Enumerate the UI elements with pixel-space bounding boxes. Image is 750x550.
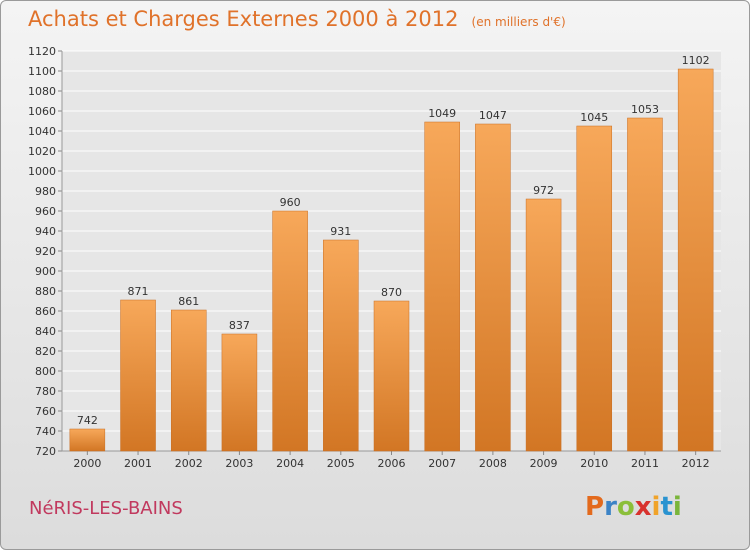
bar-value-label: 871: [128, 285, 149, 298]
bar-2012: [677, 68, 714, 452]
y-tick-label: 1020: [28, 145, 56, 158]
bar-2004: [272, 210, 308, 452]
bar-2010: [576, 125, 613, 452]
x-tick-label: 2005: [327, 457, 355, 470]
bar-2003: [221, 333, 258, 452]
y-tick-label: 820: [35, 345, 56, 358]
x-tick-label: 2007: [428, 457, 456, 470]
y-tick-label: 1100: [28, 65, 56, 78]
y-tick-label: 920: [35, 245, 56, 258]
y-tick-label: 960: [35, 205, 56, 218]
title-row: Achats et Charges Externes 2000 à 2012 (…: [28, 7, 566, 31]
commune-name: NéRIS-LES-BAINS: [29, 498, 183, 519]
x-tick-label: 2009: [530, 457, 558, 470]
y-tick-label: 740: [35, 425, 56, 438]
y-tick-label: 980: [35, 185, 56, 198]
bar-value-label: 742: [77, 414, 98, 427]
y-tick-label: 860: [35, 305, 56, 318]
bar-value-label: 861: [178, 295, 199, 308]
y-tick-label: 900: [35, 265, 56, 278]
bar-value-label: 931: [330, 225, 351, 238]
bar-2005: [323, 239, 359, 452]
bar-value-label: 1047: [479, 109, 507, 122]
y-tick-label: 720: [35, 445, 56, 458]
x-tick-label: 2004: [276, 457, 304, 470]
bar-2008: [475, 123, 511, 452]
bar-2011: [627, 117, 663, 452]
y-tick-label: 1060: [28, 105, 56, 118]
x-tick-label: 2002: [175, 457, 203, 470]
bar-2000: [69, 428, 106, 452]
x-tick-label: 2011: [631, 457, 659, 470]
x-tick-label: 2000: [73, 457, 101, 470]
bar-2009: [525, 198, 562, 452]
x-tick-label: 2010: [580, 457, 608, 470]
y-tick-label: 800: [35, 365, 56, 378]
x-tick-label: 2008: [479, 457, 507, 470]
bar-value-label: 1102: [682, 54, 710, 67]
bar-value-label: 837: [229, 319, 250, 332]
y-tick-label: 940: [35, 225, 56, 238]
bar-value-label: 1045: [580, 111, 608, 124]
proxiti-logo: Proxiti: [585, 492, 682, 522]
y-tick-label: 1000: [28, 165, 56, 178]
y-tick-label: 840: [35, 325, 56, 338]
x-tick-label: 2012: [682, 457, 710, 470]
bar-value-label: 960: [280, 196, 301, 209]
chart-units: (en milliers d'€): [471, 15, 566, 29]
bar-value-label: 1053: [631, 103, 659, 116]
bar-2007: [424, 121, 460, 452]
y-tick-label: 780: [35, 385, 56, 398]
bar-2001: [120, 299, 156, 452]
bar-value-label: 972: [533, 184, 554, 197]
y-tick-label: 1120: [28, 45, 56, 58]
x-tick-label: 2006: [378, 457, 406, 470]
x-tick-label: 2003: [225, 457, 253, 470]
y-tick-label: 760: [35, 405, 56, 418]
bar-value-label: 1049: [428, 107, 456, 120]
bar-2006: [373, 300, 410, 452]
y-tick-label: 1040: [28, 125, 56, 138]
chart-title: Achats et Charges Externes 2000 à 2012: [28, 7, 459, 31]
bar-2002: [170, 309, 207, 452]
bar-layer: [69, 68, 714, 452]
bar-value-label: 870: [381, 286, 402, 299]
label-layer: 720 740 760 780 800 820 840 860 880 900 920 940 960 9…: [28, 45, 710, 470]
x-tick-label: 2001: [124, 457, 152, 470]
y-tick-label: 880: [35, 285, 56, 298]
y-tick-label: 1080: [28, 85, 56, 98]
